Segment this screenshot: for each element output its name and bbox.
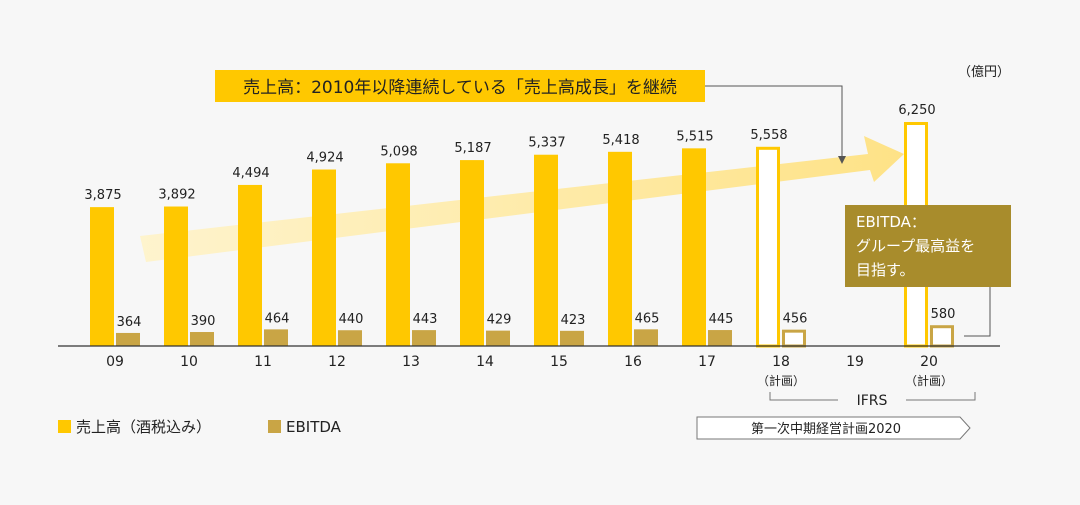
unit-label: （億円） bbox=[958, 64, 1010, 80]
bar-ebitda-20 bbox=[930, 325, 954, 348]
data-label-ebitda-12: 440 bbox=[339, 312, 364, 327]
sales-callout-arrowhead bbox=[838, 156, 846, 164]
bar-ebitda-11 bbox=[264, 329, 288, 346]
ifrs-label: IFRS bbox=[857, 393, 888, 409]
data-label-sales-10: 3,892 bbox=[158, 188, 195, 203]
bar-ebitda-16 bbox=[634, 329, 658, 346]
x-tick-label-17: 17 bbox=[698, 354, 716, 370]
x-tick-label-12: 12 bbox=[328, 354, 346, 370]
data-label-ebitda-14: 429 bbox=[487, 313, 512, 328]
data-label-ebitda-15: 423 bbox=[561, 313, 586, 328]
data-label-sales-17: 5,515 bbox=[676, 129, 713, 144]
x-tick-label-19: 19 bbox=[846, 354, 864, 370]
bar-sales-16 bbox=[608, 151, 632, 346]
legend-swatch-sales bbox=[58, 420, 71, 433]
ifrs-bracket-right bbox=[906, 392, 976, 401]
bar-ebitda-18 bbox=[782, 329, 806, 348]
bar-ebitda-12 bbox=[338, 330, 362, 346]
data-label-sales-13: 5,098 bbox=[380, 144, 417, 159]
data-label-sales-16: 5,418 bbox=[602, 133, 639, 148]
data-label-sales-20: 6,250 bbox=[898, 103, 935, 118]
bar-sales-15 bbox=[534, 154, 558, 346]
x-tick-sublabel-20: （計画） bbox=[905, 373, 953, 388]
x-tick-label-14: 14 bbox=[476, 354, 494, 370]
plan-tag-label: 第一次中期経営計画2020 bbox=[751, 421, 901, 437]
bar-ebitda-13 bbox=[412, 330, 436, 346]
bar-ebitda-09 bbox=[116, 332, 140, 346]
bar-sales-14 bbox=[460, 160, 484, 346]
legend-label-ebitda: EBITDA bbox=[286, 418, 342, 436]
ebitda-callout-connector bbox=[964, 287, 991, 337]
bar-ebitda-10 bbox=[190, 332, 214, 346]
data-label-ebitda-20: 580 bbox=[931, 307, 956, 322]
x-tick-label-15: 15 bbox=[550, 354, 568, 370]
x-tick-label-11: 11 bbox=[254, 354, 272, 370]
bar-sales-12 bbox=[312, 169, 336, 346]
bar-ebitda-15 bbox=[560, 330, 584, 346]
bar-sales-10 bbox=[164, 206, 188, 346]
data-label-ebitda-10: 390 bbox=[191, 314, 216, 329]
sales-callout-connector bbox=[705, 85, 843, 162]
ebitda-callout-title: EBITDA： bbox=[856, 213, 926, 231]
ifrs-bracket-left bbox=[769, 392, 838, 401]
data-label-ebitda-18: 456 bbox=[783, 312, 808, 327]
legend-swatch-ebitda bbox=[268, 420, 281, 433]
bar-sales-11 bbox=[238, 184, 262, 346]
data-label-sales-18: 5,558 bbox=[750, 128, 787, 143]
ebitda-callout-line2: 目指す。 bbox=[856, 261, 915, 279]
x-tick-label-20: 20 bbox=[920, 354, 938, 370]
data-label-sales-15: 5,337 bbox=[528, 136, 565, 151]
data-label-ebitda-13: 443 bbox=[413, 312, 438, 327]
ebitda-callout-line1: グループ最高益を bbox=[856, 237, 975, 255]
x-tick-label-09: 09 bbox=[106, 354, 124, 370]
x-tick-label-16: 16 bbox=[624, 354, 642, 370]
data-label-sales-12: 4,924 bbox=[306, 151, 343, 166]
data-label-sales-11: 4,494 bbox=[232, 166, 269, 181]
bar-ebitda-14 bbox=[486, 330, 510, 346]
x-tick-label-10: 10 bbox=[180, 354, 198, 370]
data-label-ebitda-09: 364 bbox=[117, 315, 142, 330]
bar-ebitda-17 bbox=[708, 330, 732, 346]
ebitda-callout-box bbox=[845, 205, 1011, 287]
plan-tag-shape bbox=[696, 416, 971, 440]
data-label-sales-09: 3,875 bbox=[84, 188, 121, 203]
sales-callout-box bbox=[215, 70, 705, 102]
bar-sales-18 bbox=[756, 146, 780, 348]
data-label-ebitda-16: 465 bbox=[635, 311, 660, 326]
data-label-ebitda-17: 445 bbox=[709, 312, 734, 327]
legend-label-sales: 売上高（酒税込み） bbox=[76, 418, 211, 436]
x-tick-label-13: 13 bbox=[402, 354, 420, 370]
bar-sales-13 bbox=[386, 163, 410, 346]
bar-sales-09 bbox=[90, 207, 114, 346]
data-label-sales-14: 5,187 bbox=[454, 141, 491, 156]
bar-sales-17 bbox=[682, 148, 706, 346]
data-label-ebitda-11: 464 bbox=[265, 311, 290, 326]
x-tick-label-18: 18 bbox=[772, 354, 790, 370]
x-tick-sublabel-18: （計画） bbox=[757, 373, 805, 388]
sales-callout-text: 売上高：2010年以降連続している「売上高成長」を継続 bbox=[243, 78, 677, 98]
